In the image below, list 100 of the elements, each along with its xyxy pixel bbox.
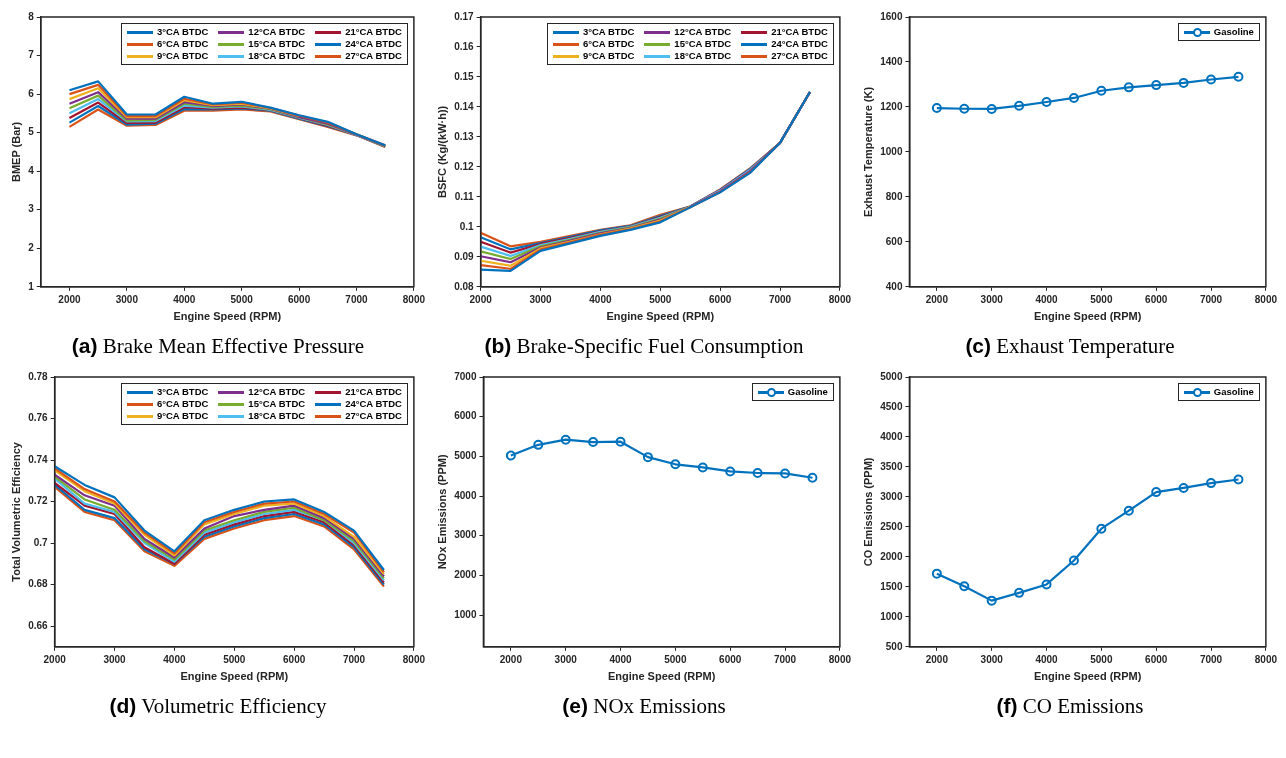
legend-label: 21°CA BTDC bbox=[345, 386, 402, 398]
x-tick-label: 6000 bbox=[1145, 293, 1168, 305]
legend-label: 9°CA BTDC bbox=[156, 410, 209, 422]
y-axis-title: Exhaust Temperature (K) bbox=[861, 86, 874, 217]
y-tick-label: 0.76 bbox=[28, 412, 49, 424]
x-tick-label: 7000 bbox=[1199, 293, 1223, 305]
y-tick-label: 6 bbox=[28, 87, 35, 99]
y-tick-label: 2 bbox=[28, 242, 35, 254]
y-tick-label: 1 bbox=[28, 280, 35, 292]
y-tick-label: 7 bbox=[28, 49, 35, 61]
y-tick-label: 0.08 bbox=[454, 280, 475, 292]
x-tick-label: 3000 bbox=[115, 293, 139, 305]
legend-label: 6°CA BTDC bbox=[156, 398, 209, 410]
x-tick-label: 5000 bbox=[1090, 653, 1113, 665]
x-tick-label: 6000 bbox=[287, 293, 311, 305]
y-tick-label: 8 bbox=[28, 10, 35, 22]
y-tick-label: 0.74 bbox=[28, 453, 49, 465]
text: (f) CO Emissions bbox=[996, 694, 1144, 718]
y-tick-label: 6000 bbox=[454, 410, 477, 422]
x-axis-title: Engine Speed (RPM) bbox=[180, 670, 289, 683]
y-tick-label: 2500 bbox=[880, 520, 903, 532]
y-tick-label: 4000 bbox=[880, 430, 903, 442]
legend-label: 18°CA BTDC bbox=[674, 50, 732, 62]
text: (a) Brake Mean Effective Pressure bbox=[71, 334, 365, 358]
legend-label: 12°CA BTDC bbox=[248, 26, 306, 38]
y-tick-label: 600 bbox=[885, 235, 903, 247]
x-tick-label: 2000 bbox=[925, 653, 949, 665]
x-tick-label: 8000 bbox=[1254, 653, 1278, 665]
text: (b) Brake-Specific Fuel Consumption bbox=[484, 334, 804, 358]
y-tick-label: 5000 bbox=[454, 450, 477, 462]
text: (d) Volumetric Efficiency bbox=[109, 694, 327, 718]
x-tick-label: 4000 bbox=[173, 293, 196, 305]
legend-label: 27°CA BTDC bbox=[771, 50, 828, 62]
legend-label: 9°CA BTDC bbox=[582, 50, 635, 62]
x-tick-label: 5000 bbox=[664, 653, 687, 665]
x-tick-label: 6000 bbox=[1145, 653, 1168, 665]
y-tick-label: 3500 bbox=[880, 460, 903, 472]
x-tick-label: 2000 bbox=[43, 653, 67, 665]
y-axis-title: Total Volumetric Efficiency bbox=[9, 441, 22, 582]
y-tick-label: 500 bbox=[885, 640, 903, 652]
x-tick-label: 2000 bbox=[58, 293, 82, 305]
x-tick-label: 4000 bbox=[589, 293, 612, 305]
legend-label: 6°CA BTDC bbox=[156, 38, 209, 50]
y-tick-label: 0.16 bbox=[454, 40, 475, 52]
x-tick-label: 6000 bbox=[283, 653, 306, 665]
y-tick-label: 1400 bbox=[880, 55, 903, 67]
legend-label: 3°CA BTDC bbox=[582, 26, 635, 38]
x-tick-label: 2000 bbox=[925, 293, 949, 305]
y-axis-title: BMEP (Bar) bbox=[9, 121, 22, 183]
legend-label: 24°CA BTDC bbox=[771, 38, 828, 50]
y-axis-title: BSFC (Kg/(kW·h)) bbox=[435, 105, 448, 199]
legend-label: 3°CA BTDC bbox=[156, 26, 209, 38]
x-tick-label: 3000 bbox=[103, 653, 127, 665]
legend-label: 18°CA BTDC bbox=[248, 410, 306, 422]
x-tick-label: 8000 bbox=[402, 293, 426, 305]
x-tick-label: 3000 bbox=[554, 653, 578, 665]
y-tick-label: 1000 bbox=[880, 610, 903, 622]
x-tick-label: 7000 bbox=[1199, 653, 1223, 665]
x-tick-label: 8000 bbox=[1254, 293, 1278, 305]
legend-label: 27°CA BTDC bbox=[345, 410, 402, 422]
legend-label: Gasoline bbox=[1213, 26, 1254, 38]
x-tick-label: 8000 bbox=[402, 653, 426, 665]
legend-label: 15°CA BTDC bbox=[674, 38, 732, 50]
x-tick-label: 7000 bbox=[345, 293, 369, 305]
y-tick-label: 0.11 bbox=[454, 190, 475, 202]
x-tick-label: 4000 bbox=[1035, 293, 1059, 305]
x-tick-label: 7000 bbox=[773, 653, 797, 665]
y-tick-label: 0.68 bbox=[28, 578, 49, 590]
legend-label: 15°CA BTDC bbox=[248, 38, 306, 50]
y-tick-label: 0.09 bbox=[454, 250, 475, 262]
x-tick-label: 3000 bbox=[529, 293, 553, 305]
x-axis-title: Engine Speed (RPM) bbox=[173, 310, 282, 323]
x-axis-title: Engine Speed (RPM) bbox=[1033, 670, 1142, 683]
x-tick-label: 6000 bbox=[709, 293, 732, 305]
y-tick-label: 4500 bbox=[880, 400, 903, 412]
y-tick-label: 3 bbox=[28, 203, 35, 215]
y-tick-label: 3000 bbox=[454, 529, 477, 541]
legend-label: 21°CA BTDC bbox=[771, 26, 828, 38]
legend-label: 12°CA BTDC bbox=[248, 386, 306, 398]
x-axis-title: Engine Speed (RPM) bbox=[1033, 310, 1142, 323]
y-tick-label: 1000 bbox=[454, 608, 477, 620]
x-tick-label: 4000 bbox=[163, 653, 186, 665]
y-tick-label: 0.14 bbox=[454, 100, 475, 112]
y-tick-label: 0.66 bbox=[28, 619, 49, 631]
x-tick-label: 2000 bbox=[469, 293, 493, 305]
y-tick-label: 0.15 bbox=[454, 70, 475, 82]
x-axis-title: Engine Speed (RPM) bbox=[606, 310, 715, 323]
legend-label: 3°CA BTDC bbox=[156, 386, 209, 398]
x-tick-label: 5000 bbox=[223, 653, 246, 665]
y-tick-label: 1500 bbox=[880, 580, 903, 592]
legend-label: 27°CA BTDC bbox=[345, 50, 402, 62]
legend-label: 24°CA BTDC bbox=[345, 38, 402, 50]
legend-label: 21°CA BTDC bbox=[345, 26, 402, 38]
y-tick-label: 0.78 bbox=[28, 370, 49, 382]
x-axis-title: Engine Speed (RPM) bbox=[607, 670, 716, 683]
x-tick-label: 7000 bbox=[342, 653, 366, 665]
x-tick-label: 4000 bbox=[1035, 653, 1059, 665]
y-tick-label: 3000 bbox=[880, 490, 903, 502]
y-tick-label: 400 bbox=[885, 280, 903, 292]
y-tick-label: 5000 bbox=[880, 370, 903, 382]
